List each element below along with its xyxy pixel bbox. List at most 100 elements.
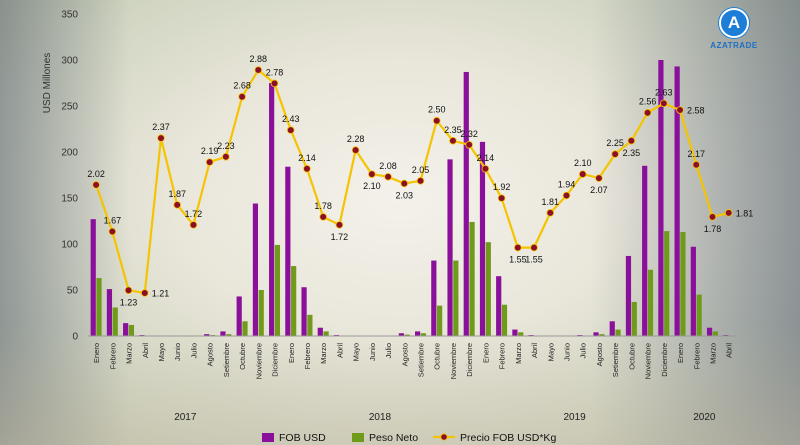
- price-point: [416, 177, 425, 185]
- background-bottom: [0, 325, 800, 445]
- price-point: [546, 209, 555, 217]
- bar-fob-usd: [690, 246, 696, 336]
- x-tick-label: Marzo: [319, 343, 328, 364]
- x-tick-label: Octubre: [627, 343, 636, 370]
- bar-peso-neto: [437, 305, 443, 336]
- x-tick-label: Febrero: [108, 343, 117, 369]
- bar-peso-neto: [291, 266, 297, 336]
- x-tick-label: Enero: [287, 343, 296, 363]
- price-point: [627, 136, 636, 145]
- bar-peso-neto: [323, 331, 329, 336]
- price-point: [335, 221, 344, 229]
- bar-fob-usd: [674, 66, 680, 336]
- price-point: [724, 209, 733, 217]
- x-tick-label: Enero: [481, 343, 490, 363]
- x-tick-label: Febrero: [692, 343, 701, 369]
- x-tick-label: Enero: [92, 343, 101, 363]
- bar-peso-neto: [274, 244, 281, 336]
- price-point: [222, 152, 230, 161]
- x-tick-label: Marzo: [708, 343, 717, 364]
- logo-badge: A: [719, 8, 749, 38]
- price-data-label: 1.78: [314, 201, 332, 211]
- price-data-label: 1.81: [542, 197, 560, 207]
- price-point: [124, 286, 133, 295]
- bar-fob-usd: [90, 219, 96, 336]
- price-point: [449, 136, 457, 145]
- x-tick-label: Junio: [562, 343, 571, 361]
- bar-peso-neto: [307, 314, 313, 336]
- price-point: [611, 150, 619, 158]
- price-data-label: 2.35: [623, 148, 641, 158]
- bar-fob-usd: [447, 159, 453, 336]
- x-tick-label: Noviembre: [254, 343, 263, 379]
- bar-fob-usd: [593, 332, 599, 336]
- price-point: [108, 227, 117, 236]
- bar-peso-neto: [631, 301, 637, 336]
- bar-fob-usd: [285, 166, 291, 336]
- y-tick-label: 150: [61, 194, 78, 205]
- y-axis-label: USD Millones: [42, 53, 53, 114]
- price-data-label: 1.78: [704, 224, 722, 234]
- bar-fob-usd: [706, 327, 713, 336]
- x-tick-label: Marzo: [514, 343, 523, 364]
- bar-peso-neto: [615, 329, 621, 336]
- bar-fob-usd: [512, 329, 518, 336]
- year-label: 2017: [174, 412, 197, 423]
- price-data-label: 2.43: [282, 114, 300, 124]
- legend-marker-precio: [440, 433, 448, 441]
- x-axis: Enero Febrero Marzo Abril Mayo Junio Julio Agos…: [88, 335, 737, 423]
- legend-label-peso-neto: Peso Neto: [369, 432, 418, 444]
- bar-peso-neto: [469, 221, 475, 336]
- price-point: [319, 213, 327, 221]
- bar-fob-usd: [123, 323, 129, 336]
- price-point: [400, 179, 409, 188]
- y-tick-label: 300: [61, 56, 78, 67]
- x-tick-label: Abril: [335, 343, 344, 358]
- price-point: [254, 66, 263, 74]
- price-data-label: 1.55: [525, 255, 543, 265]
- price-point: [497, 194, 506, 202]
- y-tick-label: 250: [61, 102, 78, 113]
- price-data-label: 1.72: [185, 209, 203, 219]
- price-point: [432, 116, 441, 125]
- price-point: [238, 92, 246, 101]
- legend-swatch-fob-usd: [262, 433, 274, 442]
- price-data-label: 2.28: [347, 134, 365, 144]
- y-tick-label: 100: [61, 240, 78, 251]
- price-point: [384, 173, 392, 181]
- bar-fob-usd: [204, 334, 210, 336]
- price-data-label: 2.37: [152, 122, 170, 132]
- price-point: [530, 243, 538, 252]
- x-tick-label: Diciembre: [465, 343, 474, 377]
- x-tick-label: Abril: [725, 343, 734, 358]
- price-data-label: 1.92: [493, 182, 511, 192]
- y-tick-label: 350: [61, 10, 78, 21]
- price-data-label: 2.58: [687, 106, 705, 116]
- bar-fob-usd: [398, 333, 404, 336]
- x-tick-label: Abril: [530, 343, 539, 358]
- x-tick-label: Febrero: [498, 343, 507, 369]
- legend-label-fob-usd: FOB USD: [279, 432, 326, 444]
- price-data-label: 1.94: [558, 180, 576, 190]
- price-line: 2.02 1.67 1.23 1.21 2.37 1.87 1.72 2.192.23 2.68…: [87, 54, 753, 307]
- price-point: [562, 191, 571, 200]
- bar-fob-usd: [642, 165, 648, 336]
- y-tick-label: 0: [72, 332, 78, 343]
- x-tick-label: Abril: [141, 343, 150, 358]
- price-point: [189, 221, 198, 229]
- price-data-label: 2.56: [639, 97, 657, 107]
- x-tick-label: Julio: [579, 343, 588, 358]
- year-label: 2018: [369, 412, 392, 423]
- price-data-label: 2.10: [363, 181, 381, 191]
- x-tick-label: Enero: [676, 343, 685, 363]
- bar-peso-neto: [112, 307, 118, 336]
- price-data-label: 2.14: [298, 153, 316, 163]
- x-tick-label: Octubre: [238, 343, 247, 370]
- price-data-label: 1.55: [509, 255, 527, 265]
- price-point: [140, 289, 149, 297]
- x-tick-label: Setiembre: [222, 343, 231, 377]
- bars: [90, 60, 735, 337]
- bar-fob-usd: [301, 287, 307, 336]
- bar-peso-neto: [226, 334, 232, 336]
- bar-peso-neto: [96, 278, 102, 336]
